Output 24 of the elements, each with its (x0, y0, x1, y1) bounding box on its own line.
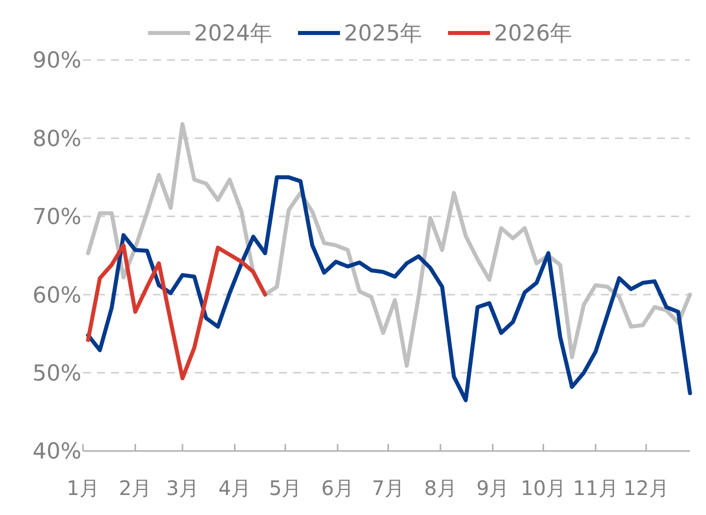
x-tick-label: 6月 (321, 476, 354, 500)
y-tick-label: 90% (32, 48, 82, 74)
line-series (86, 122, 692, 368)
line-series (86, 175, 692, 402)
x-tick-label: 9月 (476, 476, 510, 500)
legend-label: 2025年 (344, 22, 422, 47)
line-series (86, 243, 268, 380)
y-tick-label: 50% (32, 362, 82, 386)
y-tick-label: 70% (32, 205, 82, 230)
y-tick-label: 40% (32, 440, 82, 465)
legend-label: 2026年 (494, 22, 572, 47)
x-tick-label: 8月 (424, 476, 457, 500)
x-tick-label: 4月 (218, 476, 252, 500)
x-tick-label: 7月 (372, 476, 405, 500)
x-tick-label: 5月 (268, 476, 302, 500)
y-tick-label: 60% (32, 283, 82, 308)
x-tick-label: 1月 (66, 476, 100, 500)
x-tick-label: 12月 (623, 476, 669, 500)
x-tick-label: 2月 (118, 476, 152, 500)
x-tick-label: 11月 (572, 476, 618, 500)
y-tick-label: 80% (32, 126, 82, 152)
x-tick-label: 3月 (166, 476, 199, 500)
x-tick-label: 10月 (520, 476, 566, 500)
legend-label: 2024年 (194, 22, 272, 47)
